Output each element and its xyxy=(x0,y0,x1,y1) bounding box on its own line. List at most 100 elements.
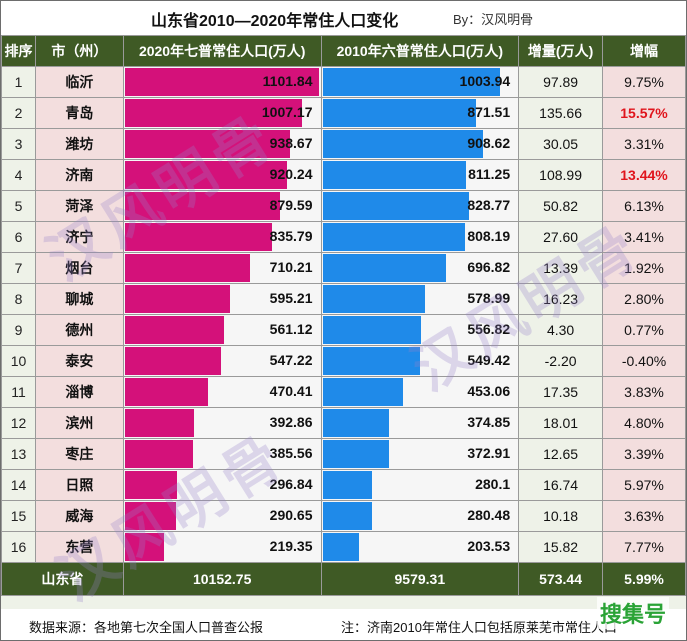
bar-2020-cell: 1101.84 xyxy=(122,66,322,98)
bar-2020-fill xyxy=(124,409,194,437)
growth-cell: 15.57% xyxy=(602,97,686,129)
table-row: 14 日照 296.84 280.1 16.74 5.97% xyxy=(1,469,686,501)
growth-cell: 4.80% xyxy=(602,407,686,439)
city-cell: 淄博 xyxy=(34,376,124,408)
bar-2010-cell: 1003.94 xyxy=(320,66,520,98)
rank-cell: 15 xyxy=(1,500,36,532)
bar-2020-value: 1101.84 xyxy=(262,73,313,89)
table-row: 1 临沂 1101.84 1003.94 97.89 9.75% xyxy=(1,66,686,98)
bar-2020-cell: 392.86 xyxy=(122,407,322,439)
rank-cell: 1 xyxy=(1,66,36,98)
bar-2010-cell: 578.99 xyxy=(320,283,520,315)
total-row: 山东省 10152.75 9579.31 573.44 5.99% xyxy=(1,562,686,596)
bar-2010-cell: 280.48 xyxy=(320,500,520,532)
bar-2010-cell: 696.82 xyxy=(320,252,520,284)
bar-2020-cell: 595.21 xyxy=(122,283,322,315)
growth-cell: 3.63% xyxy=(602,500,686,532)
bar-2020-cell: 710.21 xyxy=(122,252,322,284)
table-body: 1 临沂 1101.84 1003.94 97.89 9.75% 2 青岛 1007.17 871… xyxy=(1,66,686,563)
bar-2010-cell: 453.06 xyxy=(320,376,520,408)
bar-2010-value: 453.06 xyxy=(467,383,511,399)
rank-cell: 9 xyxy=(1,314,36,346)
rank-cell: 4 xyxy=(1,159,36,191)
bar-2010-cell: 374.85 xyxy=(320,407,520,439)
city-cell: 聊城 xyxy=(34,283,124,315)
increase-cell: 50.82 xyxy=(518,190,604,222)
bar-2010-fill xyxy=(322,223,465,251)
bar-2020-fill xyxy=(124,254,250,282)
increase-cell: 13.39 xyxy=(518,252,604,284)
table-row: 7 烟台 710.21 696.82 13.39 1.92% xyxy=(1,252,686,284)
table-row: 6 济宁 835.79 808.19 27.60 3.41% xyxy=(1,221,686,253)
bar-2010-fill xyxy=(322,347,420,375)
bar-2010-cell: 811.25 xyxy=(320,159,520,191)
growth-cell: -0.40% xyxy=(602,345,686,377)
growth-cell: 13.44% xyxy=(602,159,686,191)
bar-2020-fill xyxy=(124,378,208,406)
bar-2010-fill xyxy=(322,130,483,158)
bar-2010-fill xyxy=(322,378,403,406)
growth-cell: 9.75% xyxy=(602,66,686,98)
bar-2020-value: 879.59 xyxy=(269,197,313,213)
bar-2010-cell: 808.19 xyxy=(320,221,520,253)
city-cell: 德州 xyxy=(34,314,124,346)
increase-cell: 97.89 xyxy=(518,66,604,98)
bar-2010-value: 828.77 xyxy=(467,197,511,213)
table-row: 11 淄博 470.41 453.06 17.35 3.83% xyxy=(1,376,686,408)
bar-2020-value: 385.56 xyxy=(269,445,313,461)
increase-cell: -2.20 xyxy=(518,345,604,377)
table-row: 16 东营 219.35 203.53 15.82 7.77% xyxy=(1,531,686,563)
growth-cell: 0.77% xyxy=(602,314,686,346)
bar-2020-cell: 920.24 xyxy=(122,159,322,191)
rank-cell: 12 xyxy=(1,407,36,439)
bar-2010-cell: 549.42 xyxy=(320,345,520,377)
bar-2020-fill xyxy=(124,285,230,313)
bar-2010-value: 556.82 xyxy=(467,321,511,337)
table-row: 13 枣庄 385.56 372.91 12.65 3.39% xyxy=(1,438,686,470)
col-header-increase: 增量(万人) xyxy=(518,35,604,67)
rank-cell: 13 xyxy=(1,438,36,470)
col-header-pop2020: 2020年七普常住人口(万人) xyxy=(122,35,322,67)
chart-title: 山东省2010—2020年常住人口变化 xyxy=(151,13,399,30)
bar-2010-value: 871.51 xyxy=(467,104,511,120)
title-bar: 山东省2010—2020年常住人口变化 By：汉风明骨 xyxy=(1,1,686,35)
bar-2010-fill xyxy=(322,285,425,313)
bar-2010-fill xyxy=(322,316,421,344)
increase-cell: 12.65 xyxy=(518,438,604,470)
bar-2020-cell: 470.41 xyxy=(122,376,322,408)
increase-cell: 17.35 xyxy=(518,376,604,408)
bar-2020-value: 835.79 xyxy=(269,228,313,244)
growth-cell: 2.80% xyxy=(602,283,686,315)
city-cell: 日照 xyxy=(34,469,124,501)
bar-2020-value: 938.67 xyxy=(269,135,313,151)
bar-2020-cell: 547.22 xyxy=(122,345,322,377)
bar-2020-fill xyxy=(124,68,319,96)
bar-2010-value: 1003.94 xyxy=(459,73,511,89)
table-row: 10 泰安 547.22 549.42 -2.20 -0.40% xyxy=(1,345,686,377)
increase-cell: 135.66 xyxy=(518,97,604,129)
bar-2020-cell: 219.35 xyxy=(122,531,322,563)
rank-cell: 8 xyxy=(1,283,36,315)
city-cell: 滨州 xyxy=(34,407,124,439)
bar-2010-cell: 372.91 xyxy=(320,438,520,470)
rank-cell: 10 xyxy=(1,345,36,377)
total-pop2010: 9579.31 xyxy=(320,562,520,596)
bar-2010-fill xyxy=(322,471,372,499)
bar-2010-fill xyxy=(322,440,389,468)
growth-cell: 3.39% xyxy=(602,438,686,470)
table-row: 3 潍坊 938.67 908.62 30.05 3.31% xyxy=(1,128,686,160)
rank-cell: 3 xyxy=(1,128,36,160)
increase-cell: 30.05 xyxy=(518,128,604,160)
bar-2020-cell: 561.12 xyxy=(122,314,322,346)
table-row: 2 青岛 1007.17 871.51 135.66 15.57% xyxy=(1,97,686,129)
rank-cell: 16 xyxy=(1,531,36,563)
bar-2020-fill xyxy=(124,347,221,375)
author-byline: By：汉风明骨 xyxy=(453,12,534,27)
rank-cell: 6 xyxy=(1,221,36,253)
bar-2020-cell: 385.56 xyxy=(122,438,322,470)
bar-2020-fill xyxy=(124,192,280,220)
growth-cell: 3.31% xyxy=(602,128,686,160)
total-increase: 573.44 xyxy=(518,562,604,596)
bar-2020-value: 296.84 xyxy=(269,476,313,492)
